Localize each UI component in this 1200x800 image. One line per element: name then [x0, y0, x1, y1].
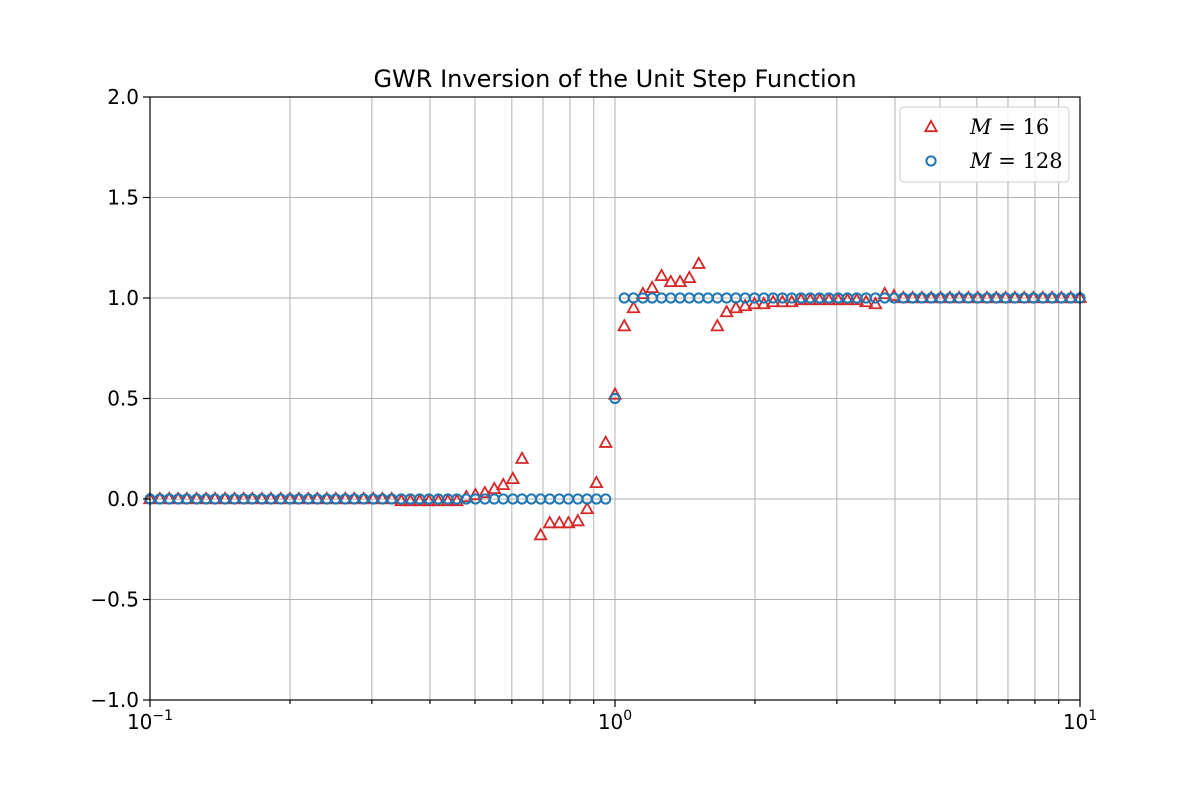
x-tick-exponent: −1	[152, 708, 173, 724]
x-tick-label: 100	[598, 708, 632, 734]
data-point	[821, 292, 837, 306]
series-1	[144, 292, 1086, 505]
x-tick-label: 101	[1063, 708, 1097, 734]
data-point	[682, 270, 697, 284]
data-point	[412, 493, 427, 507]
data-point	[607, 386, 623, 400]
data-point	[663, 274, 678, 288]
data-point	[579, 501, 595, 515]
x-tick-base: 10	[127, 710, 152, 734]
data-point	[830, 292, 846, 306]
data-point	[747, 296, 762, 310]
y-tick-label: −1.0	[90, 688, 139, 712]
data-point	[849, 292, 865, 306]
data-point	[756, 296, 772, 310]
legend-num: 128	[1022, 149, 1062, 173]
legend-label: M = 128	[969, 149, 1063, 173]
data-point	[609, 392, 621, 405]
legend-marker	[925, 155, 937, 167]
data-point	[600, 493, 612, 505]
y-tick-label: 0.0	[107, 487, 139, 511]
legend-op: =	[992, 149, 1023, 173]
data-point	[626, 300, 641, 314]
data-point	[505, 471, 521, 485]
legend-var: M	[969, 115, 992, 139]
data-point	[542, 515, 558, 529]
chart-title: GWR Inversion of the Unit Step Function	[373, 65, 856, 93]
data-point	[719, 304, 734, 318]
data-point	[561, 515, 576, 529]
data-point	[803, 292, 818, 306]
data-point	[877, 286, 892, 300]
legend-box	[899, 106, 1070, 183]
legend: M = 16M = 128	[899, 106, 1070, 183]
data-point	[496, 477, 511, 491]
data-point	[449, 493, 465, 507]
legend-marker	[923, 119, 939, 133]
data-point	[394, 493, 409, 507]
data-point	[654, 268, 669, 281]
legend-num: 16	[1022, 115, 1049, 139]
y-tick-label: 0.5	[107, 387, 139, 411]
data-point	[431, 493, 446, 507]
data-point	[812, 292, 827, 306]
x-tick-base: 10	[1063, 710, 1088, 734]
data-point	[477, 485, 493, 499]
axis-ticks: −1.0−0.50.00.51.01.52.010−1 100 101	[90, 85, 1097, 734]
data-point	[868, 296, 883, 310]
data-point	[403, 493, 418, 507]
legend-op: =	[992, 115, 1023, 139]
data-point	[728, 300, 744, 314]
data-point	[514, 450, 530, 464]
x-tick-exponent: 1	[1088, 708, 1097, 724]
data-point	[793, 292, 809, 306]
data-point	[635, 286, 651, 300]
legend-label: M = 16	[969, 115, 1049, 139]
data-point	[570, 513, 586, 527]
data-point	[672, 274, 688, 288]
data-point	[691, 255, 706, 269]
data-point	[440, 493, 456, 507]
data-point	[589, 475, 604, 489]
data-point	[468, 487, 483, 501]
x-tick-label: 10−1	[127, 708, 173, 734]
data-point	[617, 318, 632, 332]
series-layer	[142, 255, 1088, 541]
y-tick-label: 1.0	[107, 286, 139, 310]
x-tick-exponent: 0	[623, 708, 632, 724]
data-point	[644, 280, 660, 294]
data-point	[598, 434, 613, 448]
data-point	[552, 515, 567, 529]
data-point	[840, 292, 855, 306]
data-point	[710, 318, 725, 332]
data-point	[737, 298, 753, 312]
y-tick-label: 1.5	[107, 186, 139, 210]
data-point	[421, 493, 437, 507]
y-tick-label: 2.0	[107, 85, 139, 109]
y-tick-label: −0.5	[90, 588, 139, 612]
legend-var: M	[969, 149, 992, 173]
data-point	[533, 527, 548, 541]
x-tick-base: 10	[598, 710, 623, 734]
